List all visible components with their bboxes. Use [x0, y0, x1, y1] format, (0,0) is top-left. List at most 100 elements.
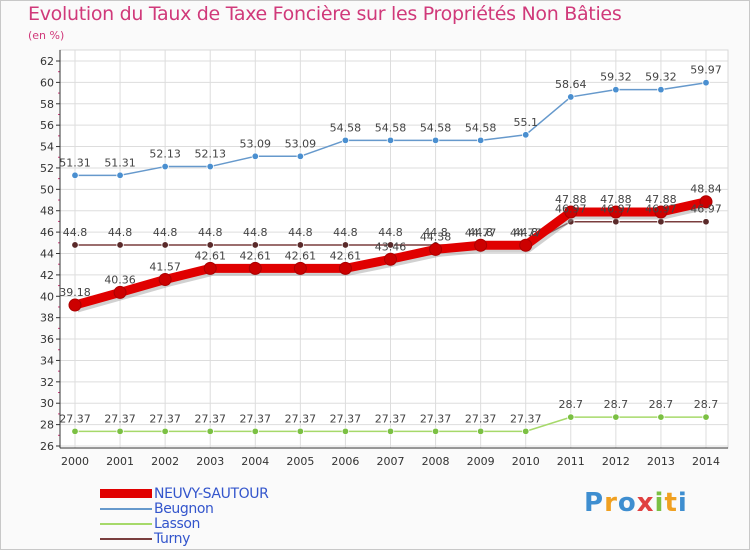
data-label: 59.32	[600, 71, 632, 84]
legend-item-neuvy-sautour[interactable]: NEUVY-SAUTOUR	[100, 486, 269, 501]
legend-label: Turny	[154, 530, 190, 547]
data-point	[431, 136, 440, 145]
data-label: 52.13	[194, 148, 226, 161]
data-point	[654, 205, 668, 219]
data-point	[161, 162, 169, 171]
data-point	[68, 298, 82, 312]
data-label: 44.8	[243, 226, 268, 239]
x-tick-label: 2002	[151, 455, 179, 468]
y-tick-label: 26	[40, 440, 54, 453]
data-point	[702, 218, 710, 226]
data-label: 54.58	[465, 121, 497, 134]
data-point	[206, 162, 214, 171]
logo-letter: t	[664, 488, 678, 518]
data-label: 44.8	[63, 226, 88, 239]
data-label: 44.8	[423, 226, 448, 239]
data-label: 54.58	[420, 121, 452, 134]
y-tick-label: 50	[40, 183, 54, 196]
data-point	[702, 413, 710, 421]
x-tick-label: 2001	[106, 455, 134, 468]
data-point	[338, 261, 352, 275]
y-tick-label: 58	[40, 98, 54, 111]
data-point	[429, 242, 443, 256]
y-tick-label: 60	[40, 76, 54, 89]
data-label: 47.88	[600, 193, 632, 206]
x-tick-label: 2007	[377, 455, 405, 468]
data-point	[296, 152, 305, 160]
legend-item-beugnon[interactable]: Beugnon	[100, 501, 268, 516]
legend-swatch	[100, 522, 152, 525]
logo-letter: i	[654, 488, 665, 518]
y-tick-label: 56	[40, 119, 54, 132]
data-point	[248, 261, 262, 275]
legend-swatch	[100, 507, 152, 510]
data-label: 44.8	[198, 226, 223, 239]
logo-letter: x	[636, 488, 655, 518]
x-tick-label: 2012	[602, 455, 630, 468]
x-tick-label: 2005	[286, 455, 314, 468]
data-point	[341, 136, 350, 145]
y-tick-label: 32	[40, 376, 54, 389]
x-tick-label: 2009	[467, 455, 495, 468]
data-label: 41.57	[149, 260, 181, 273]
data-label: 42.61	[330, 249, 362, 262]
data-label: 27.37	[375, 412, 407, 425]
data-point	[476, 136, 485, 145]
proxiti-logo: Proxiti	[584, 488, 688, 518]
data-point	[113, 285, 127, 299]
data-point	[251, 152, 259, 160]
data-label: 53.09	[285, 137, 317, 150]
data-point	[206, 241, 214, 249]
legend-item-lasson[interactable]: Lasson	[100, 516, 268, 531]
y-tick-label: 38	[40, 312, 54, 325]
x-tick-label: 2010	[512, 455, 540, 468]
data-point	[612, 85, 620, 94]
chart-legend: NEUVY-SAUTOUR Beugnon Lasson Turny	[100, 486, 269, 546]
data-point	[296, 241, 305, 249]
logo-letter: i	[677, 488, 688, 518]
data-label: 47.88	[645, 193, 677, 206]
data-point	[161, 241, 169, 249]
data-label: 51.31	[59, 156, 91, 169]
data-point	[71, 427, 79, 436]
y-tick-label: 46	[40, 226, 54, 239]
legend-item-turny[interactable]: Turny	[100, 531, 268, 546]
data-label: 28.7	[604, 398, 629, 411]
chart-subtitle: (en %)	[28, 29, 65, 42]
data-point	[522, 131, 530, 139]
data-point	[657, 413, 665, 421]
legend-swatch	[100, 489, 152, 498]
data-label: 39.18	[59, 286, 91, 299]
data-point	[251, 427, 259, 436]
y-tick-label: 48	[40, 205, 54, 218]
data-point	[158, 272, 172, 286]
data-label: 27.37	[149, 412, 181, 425]
data-label: 46.97	[690, 203, 722, 216]
data-label: 46.97	[600, 203, 632, 216]
data-label: 44.77	[465, 226, 497, 239]
data-label: 28.7	[559, 398, 584, 411]
data-label: 44.8	[108, 226, 133, 239]
data-label: 44.8	[288, 226, 313, 239]
data-label: 27.37	[194, 412, 226, 425]
legend-label: Lasson	[154, 515, 201, 532]
y-tick-label: 34	[40, 354, 54, 367]
data-point	[203, 261, 217, 275]
data-point	[161, 427, 169, 436]
data-point	[296, 427, 305, 436]
data-label: 27.37	[104, 412, 136, 425]
data-point	[206, 427, 214, 436]
x-tick-label: 2014	[692, 455, 720, 468]
y-tick-label: 52	[40, 162, 54, 175]
data-label: 44.8	[333, 226, 358, 239]
data-point	[386, 136, 395, 145]
data-point	[116, 427, 124, 436]
data-label: 46.97	[645, 203, 677, 216]
data-point	[702, 79, 710, 87]
data-label: 44.38	[420, 230, 452, 243]
data-point	[522, 427, 530, 436]
data-point	[384, 252, 397, 266]
data-point	[657, 85, 665, 94]
data-label: 28.7	[694, 398, 719, 411]
